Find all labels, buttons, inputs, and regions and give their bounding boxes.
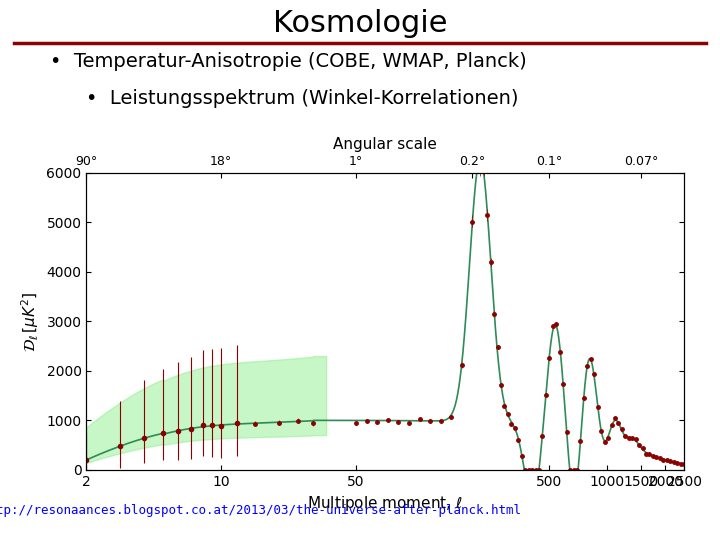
Text: •  Temperatur-Anisotropie (COBE, WMAP, Planck): • Temperatur-Anisotropie (COBE, WMAP, Pl…: [50, 52, 527, 71]
Text: •  Leistungsspektrum (Winkel-Korrelationen): • Leistungsspektrum (Winkel-Korrelatione…: [86, 89, 519, 107]
Text: Kosmologie: Kosmologie: [273, 9, 447, 38]
X-axis label: Angular scale: Angular scale: [333, 137, 437, 152]
Y-axis label: $\mathcal{D}_\ell\,[\mu K^2]$: $\mathcal{D}_\ell\,[\mu K^2]$: [19, 291, 41, 352]
Text: http://resonaances.blogspot.co.at/2013/03/the-universe-after-planck.html: http://resonaances.blogspot.co.at/2013/0…: [0, 504, 522, 517]
X-axis label: Multipole moment, $\ell$: Multipole moment, $\ell$: [307, 494, 463, 513]
